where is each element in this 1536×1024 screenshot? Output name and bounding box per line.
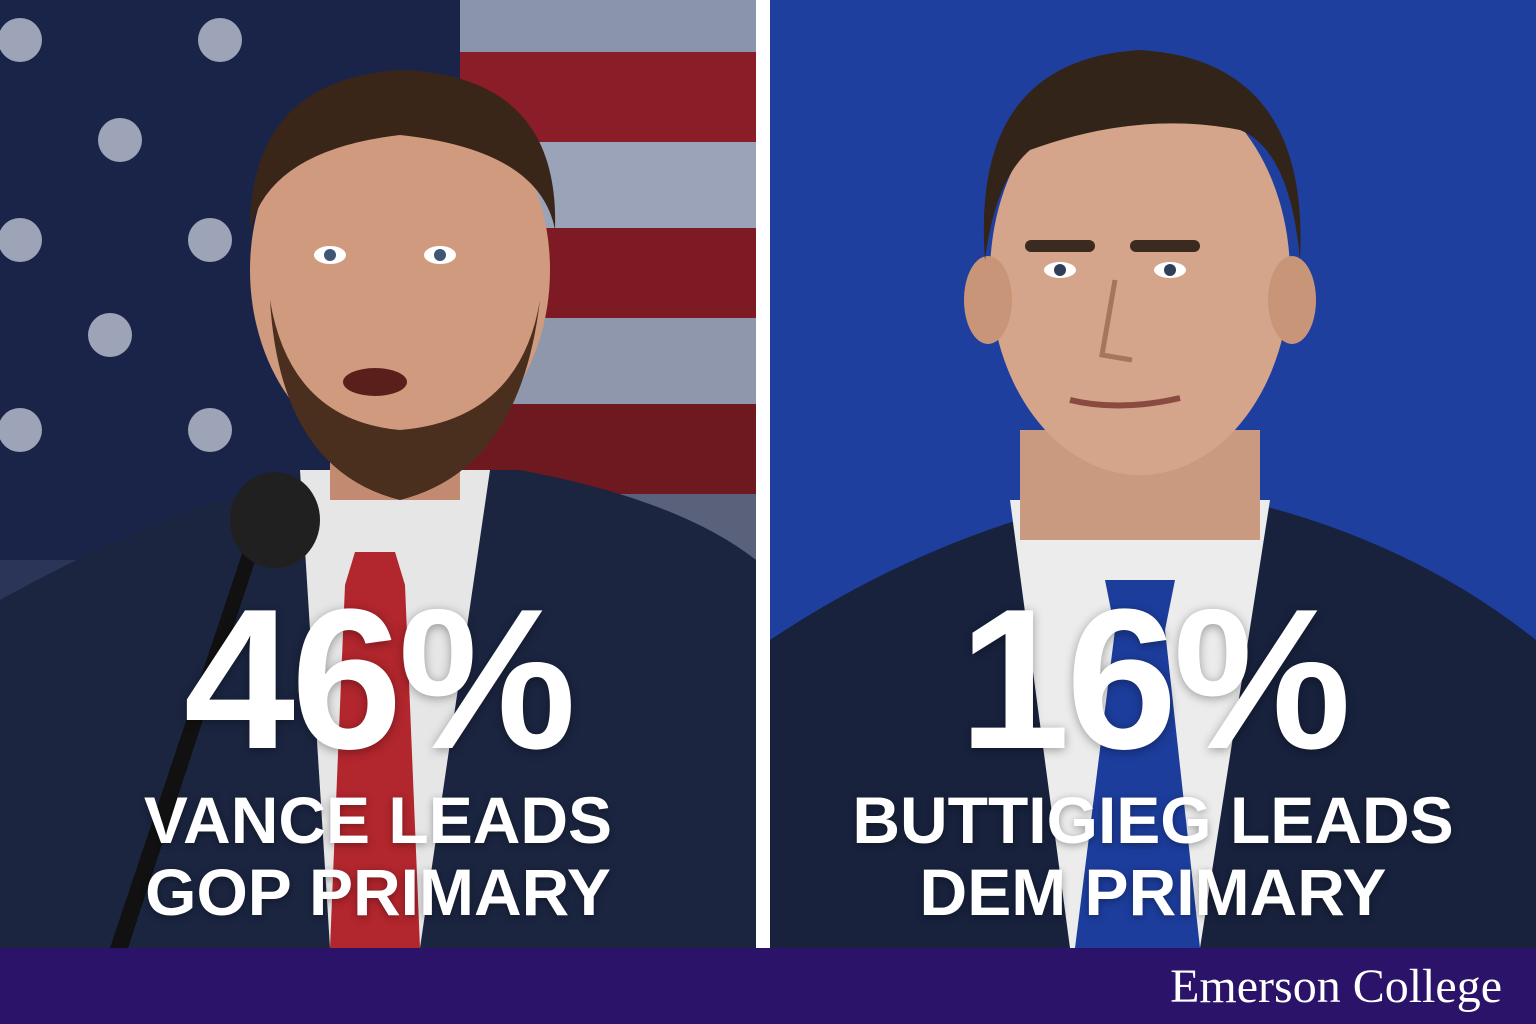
left-candidate-panel: 46% VANCE LEADS GOP PRIMARY bbox=[0, 0, 756, 948]
buttigieg-poll-percent: 16% bbox=[958, 568, 1351, 791]
vance-headline-line1: VANCE LEADS bbox=[143, 783, 613, 857]
vance-headline: VANCE LEADS GOP PRIMARY bbox=[0, 784, 756, 928]
footer-bar bbox=[0, 948, 1536, 1024]
buttigieg-headline: BUTTIGIEG LEADS DEM PRIMARY bbox=[770, 784, 1536, 928]
right-candidate-panel: 16% BUTTIGIEG LEADS DEM PRIMARY bbox=[770, 0, 1536, 948]
vance-speaking-photo bbox=[0, 0, 756, 948]
buttigieg-headline-line2: DEM PRIMARY bbox=[919, 855, 1387, 929]
vance-headline-line2: GOP PRIMARY bbox=[145, 855, 611, 929]
panel-divider bbox=[756, 0, 770, 948]
buttigieg-headline-line1: BUTTIGIEG LEADS bbox=[852, 783, 1454, 857]
emerson-college-brand: Emerson College bbox=[1170, 960, 1502, 1013]
vance-poll-percent: 46% bbox=[183, 568, 576, 791]
buttigieg-portrait-photo bbox=[770, 0, 1536, 948]
